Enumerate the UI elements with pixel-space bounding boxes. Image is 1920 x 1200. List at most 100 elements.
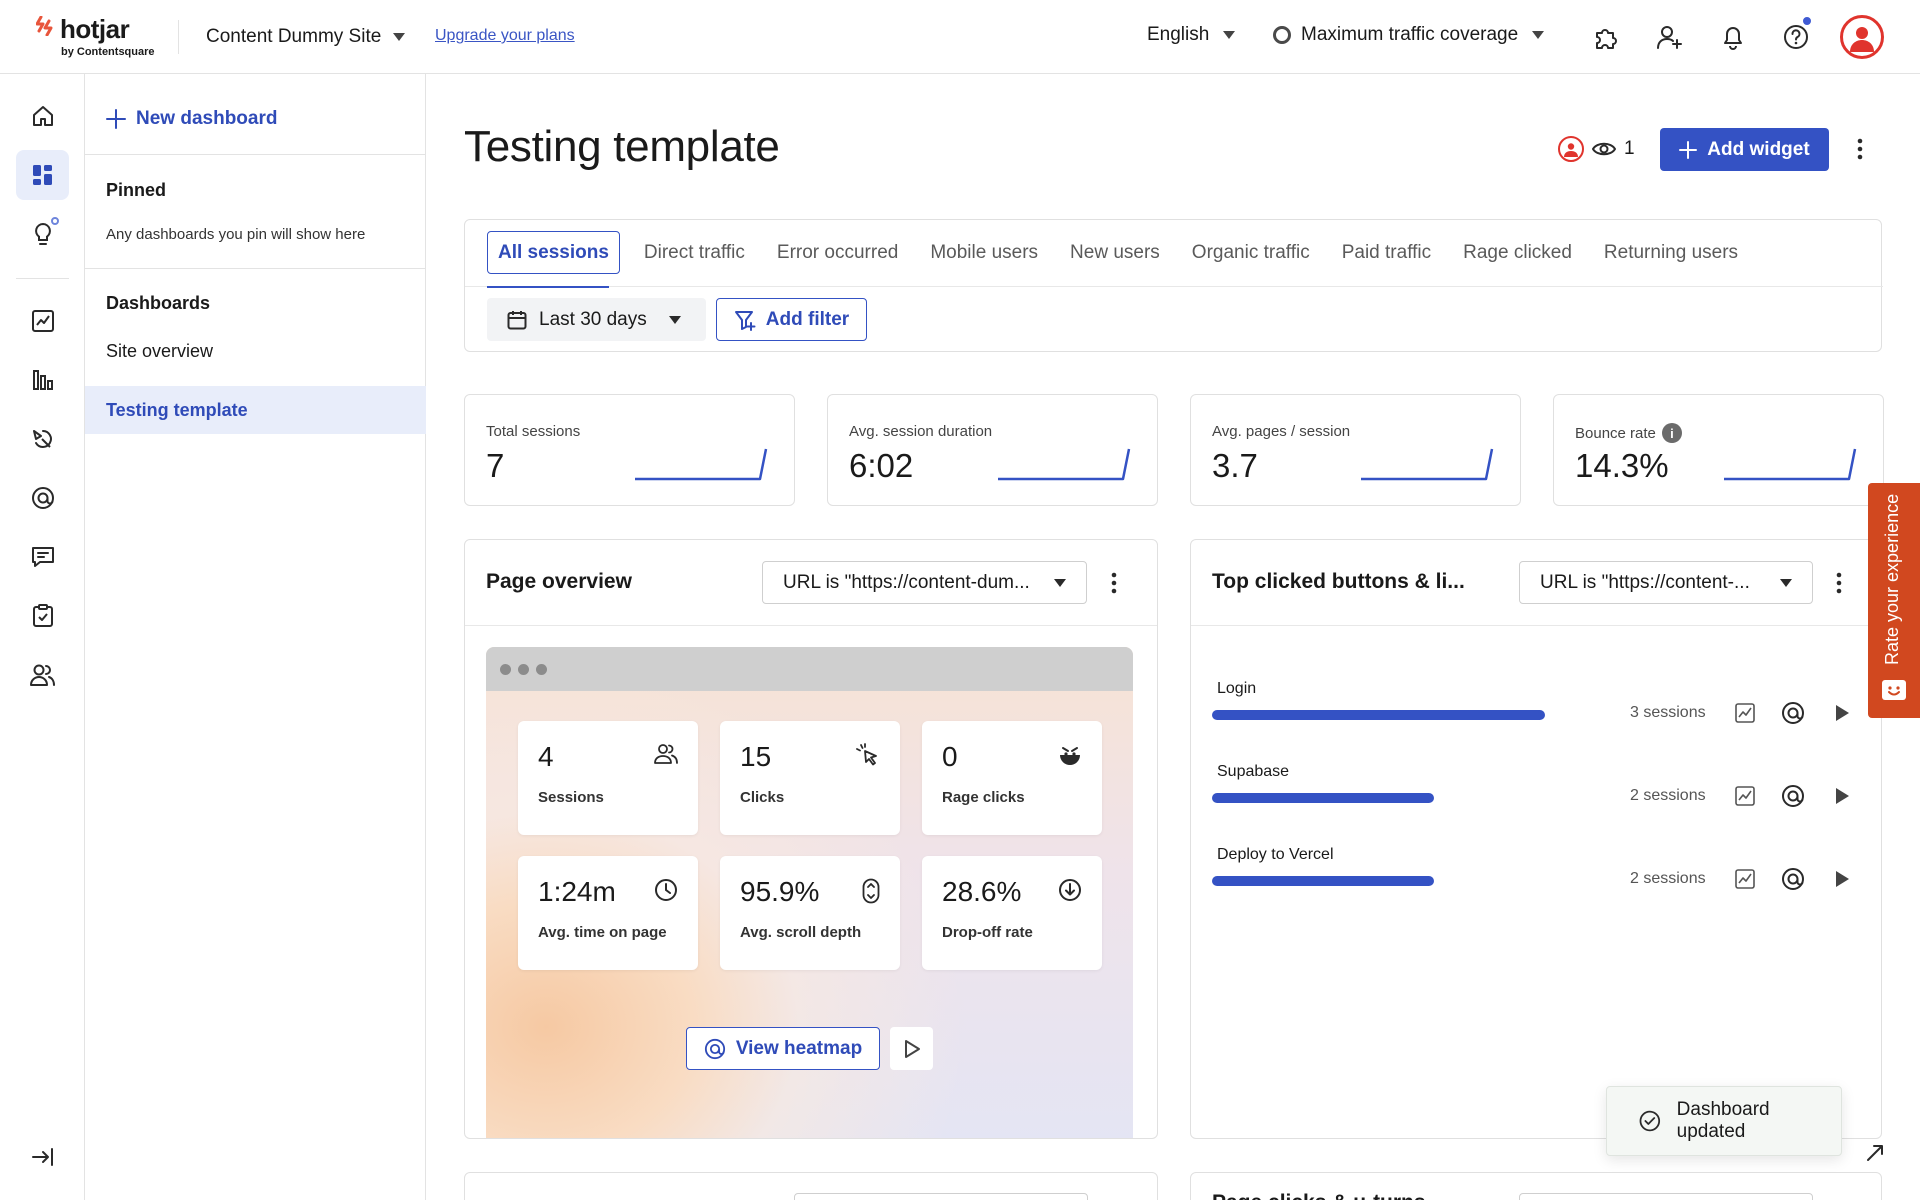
feedback-face-icon — [1882, 680, 1906, 700]
dashboard-item-testing-template[interactable]: Testing template — [85, 386, 426, 434]
tab-new-users[interactable]: New users — [1070, 241, 1160, 263]
heatmap-icon[interactable] — [1780, 866, 1806, 892]
caret-down-icon — [668, 315, 681, 324]
bell-icon[interactable] — [1714, 18, 1752, 56]
metric-label: Sessions — [538, 789, 604, 806]
play-recording-button[interactable] — [890, 1027, 933, 1070]
stat-card-avg-pages-per-session[interactable]: Avg. pages / session 3.7 — [1190, 394, 1521, 506]
sparkline — [635, 448, 768, 481]
expand-icon[interactable] — [1860, 1138, 1890, 1168]
caret-down-icon — [393, 33, 406, 41]
clicked-element-row[interactable]: Supabase 2 sessions — [1212, 763, 1852, 843]
invite-user-icon[interactable] — [1651, 18, 1689, 56]
add-widget-button[interactable]: Add widget — [1660, 128, 1829, 171]
surveys-icon[interactable] — [16, 591, 69, 641]
left-rail — [0, 74, 85, 1200]
tab-direct-traffic[interactable]: Direct traffic — [643, 241, 745, 263]
dashboard-viewers[interactable]: 1 — [1558, 136, 1635, 162]
trends-icon[interactable] — [16, 296, 69, 346]
stat-card-bounce-rate[interactable]: Bounce rate i 14.3% — [1553, 394, 1884, 506]
trend-icon[interactable] — [1732, 866, 1758, 892]
play-icon[interactable] — [1829, 783, 1855, 809]
date-range-label: Last 30 days — [539, 308, 647, 330]
language-label: English — [1147, 24, 1210, 45]
play-icon[interactable] — [1829, 866, 1855, 892]
user-avatar[interactable] — [1840, 15, 1884, 59]
clicked-element-label: Deploy to Vercel — [1217, 846, 1334, 863]
metric-label: Avg. time on page — [538, 924, 667, 941]
trend-icon[interactable] — [1732, 783, 1758, 809]
page-overview-widget: Page overview URL is "https://content-du… — [464, 539, 1158, 1139]
feedback-icon[interactable] — [16, 532, 69, 582]
angry-face-icon — [1060, 747, 1080, 765]
sparkline — [1724, 448, 1857, 481]
stat-card-avg-session-duration[interactable]: Avg. session duration 6:02 — [827, 394, 1158, 506]
tabs-divider — [465, 286, 1883, 287]
traffic-coverage-select[interactable]: Maximum traffic coverage — [1273, 24, 1545, 46]
site-name: Content Dummy Site — [206, 26, 382, 47]
hotjar-logo[interactable]: hotjar by Contentsquare — [36, 14, 166, 60]
date-range-select[interactable]: Last 30 days — [487, 298, 706, 341]
trend-icon[interactable] — [1732, 700, 1758, 726]
dashboard-item-site-overview[interactable]: Site overview — [106, 340, 214, 361]
notification-dot — [1801, 15, 1813, 27]
play-icon[interactable] — [1829, 700, 1855, 726]
heatmap-icon[interactable] — [1780, 700, 1806, 726]
viewer-count: 1 — [1624, 138, 1635, 159]
funnels-icon[interactable] — [16, 355, 69, 405]
tab-error-occurred[interactable]: Error occurred — [776, 241, 899, 263]
click-share-bar — [1212, 710, 1545, 720]
pinned-heading: Pinned — [106, 180, 167, 200]
heatmap-icon[interactable] — [1780, 783, 1806, 809]
heatmap-icon — [704, 1038, 725, 1059]
integrations-icon[interactable] — [1587, 18, 1625, 56]
home-icon[interactable] — [16, 91, 69, 141]
tab-rage-clicked[interactable]: Rage clicked — [1463, 241, 1572, 263]
url-filter-select[interactable]: URL is "https://content-... — [1519, 561, 1813, 604]
clicked-element-row[interactable]: Login 3 sessions — [1212, 680, 1852, 760]
tab-mobile-users[interactable]: Mobile users — [930, 241, 1039, 263]
more-options-icon[interactable] — [1848, 133, 1872, 165]
info-icon[interactable]: i — [1661, 423, 1682, 443]
add-filter-button[interactable]: Add filter — [716, 298, 867, 341]
logo-subtitle: by Contentsquare — [61, 46, 155, 58]
plus-icon — [106, 109, 126, 129]
heatmaps-icon[interactable] — [16, 473, 69, 523]
site-switcher[interactable]: Content Dummy Site — [206, 24, 406, 50]
drop-off-icon — [1059, 879, 1081, 901]
tab-organic-traffic[interactable]: Organic traffic — [1191, 241, 1310, 263]
widget-more-options-icon[interactable] — [1102, 567, 1126, 599]
url-filter-select[interactable]: URL is "https://content-dum... — [762, 561, 1087, 604]
url-filter-select[interactable] — [794, 1193, 1088, 1200]
dashboards-icon[interactable] — [16, 150, 69, 200]
new-dashboard-button[interactable]: New dashboard — [106, 108, 277, 130]
plus-icon — [1679, 140, 1698, 159]
view-heatmap-button[interactable]: View heatmap — [686, 1027, 880, 1070]
widget-more-options-icon[interactable] — [1827, 567, 1851, 599]
top-clicked-widget: Top clicked buttons & li... URL is "http… — [1190, 539, 1882, 1139]
help-icon[interactable] — [1777, 15, 1815, 56]
widget-title: Page overview — [486, 570, 632, 593]
window-dot — [536, 664, 547, 675]
tab-returning-users[interactable]: Returning users — [1603, 241, 1739, 263]
stat-card-total-sessions[interactable]: Total sessions 7 — [464, 394, 795, 506]
tab-all-sessions[interactable]: All sessions — [487, 231, 620, 274]
pinned-empty-note: Any dashboards you pin will show here — [106, 226, 366, 243]
recordings-icon[interactable] — [16, 414, 69, 464]
stat-value: 3.7 — [1212, 447, 1258, 484]
url-filter-select[interactable] — [1519, 1193, 1813, 1200]
dashboards-heading: Dashboards — [106, 293, 211, 313]
language-select[interactable]: English — [1147, 24, 1236, 46]
upgrade-plans-link[interactable]: Upgrade your plans — [435, 27, 575, 44]
scroll-icon — [862, 878, 880, 904]
check-circle-icon — [1639, 1110, 1661, 1132]
tab-paid-traffic[interactable]: Paid traffic — [1341, 241, 1432, 263]
hotjar-mark-icon — [36, 16, 53, 36]
collapse-icon[interactable] — [16, 1132, 69, 1182]
insights-icon[interactable] — [16, 209, 69, 259]
clicked-element-row[interactable]: Deploy to Vercel 2 sessions — [1212, 846, 1852, 926]
url-filter-label: URL is "https://content-dum... — [783, 571, 1030, 593]
rate-experience-tab[interactable]: Rate your experience — [1868, 483, 1920, 718]
interviews-icon[interactable] — [16, 650, 69, 700]
top-bar: hotjar by Contentsquare Content Dummy Si… — [0, 0, 1920, 74]
